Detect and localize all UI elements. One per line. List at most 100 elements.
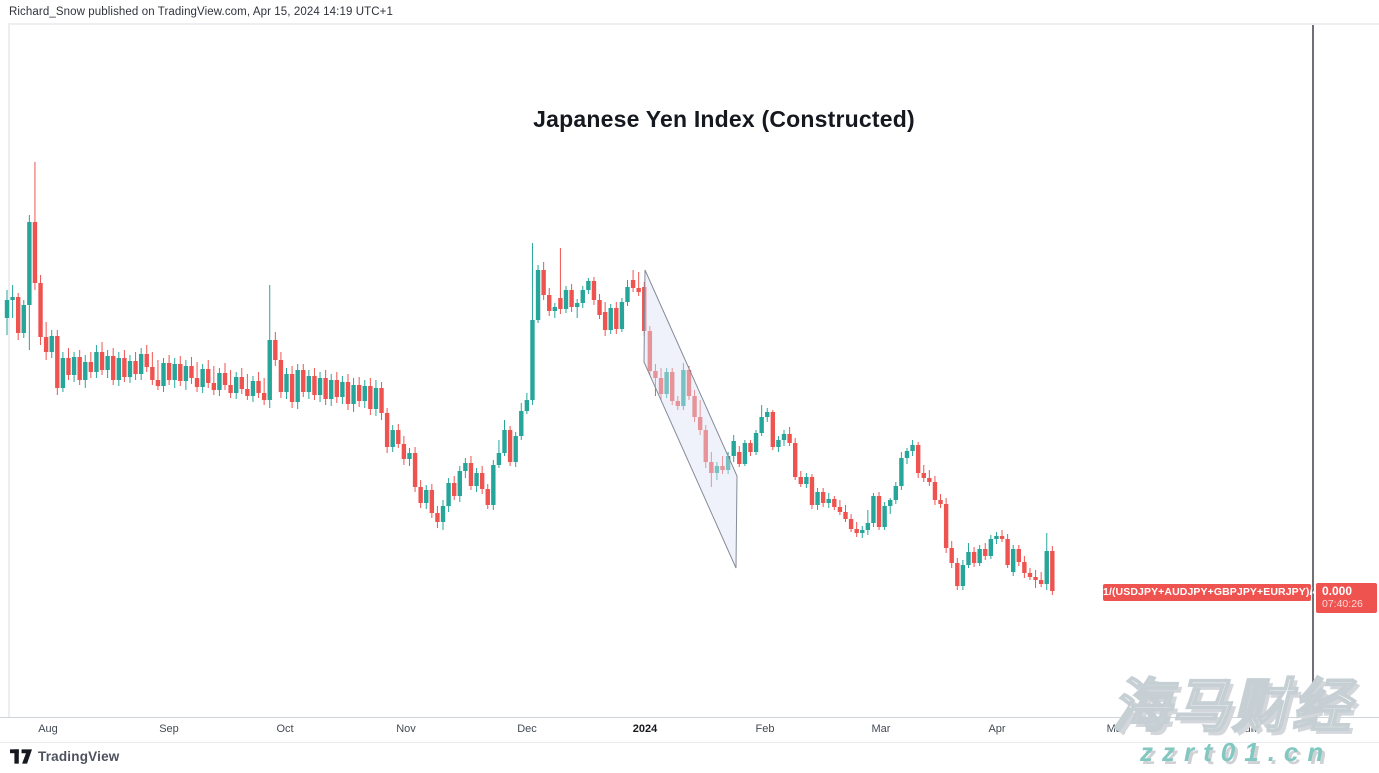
price-axis[interactable] <box>1312 25 1314 741</box>
candle-body <box>284 374 289 392</box>
candle-body <box>289 374 295 402</box>
candle-body <box>21 305 26 333</box>
time-axis-label: Dec <box>517 723 537 735</box>
candle-body <box>83 362 88 380</box>
candle-body <box>312 376 317 395</box>
candle-body <box>932 482 938 500</box>
candle-body <box>127 361 133 377</box>
candle-body <box>412 453 418 487</box>
candle-body <box>753 433 759 452</box>
candle-body <box>27 222 32 305</box>
candle-body <box>468 463 474 486</box>
candle-body <box>547 295 552 311</box>
candle-body <box>994 536 999 539</box>
candle-body <box>138 354 144 374</box>
candle-body <box>194 378 200 387</box>
candle-body <box>71 357 77 375</box>
candle-body <box>94 352 99 372</box>
candle-body <box>675 401 680 406</box>
candle-body <box>340 382 345 397</box>
candle-body <box>910 445 915 451</box>
time-axis-label: Feb <box>755 723 775 735</box>
tradingview-brand-text[interactable]: TradingView <box>38 748 120 764</box>
candle-body <box>345 382 351 404</box>
candle-body <box>10 297 15 300</box>
time-axis-label: Oct <box>276 723 294 735</box>
candle-body <box>653 371 658 378</box>
candle-body <box>647 331 653 371</box>
candle-body <box>826 499 831 503</box>
candle-body <box>440 506 446 522</box>
candle-body <box>49 336 54 352</box>
descending-channel-drawing[interactable] <box>643 269 738 569</box>
candle-body <box>452 483 457 496</box>
chart-title: Japanese Yen Index (Constructed) <box>533 106 915 132</box>
candle-body <box>876 496 882 527</box>
candle-body <box>43 337 49 352</box>
attribution-text: Richard_Snow published on TradingView.co… <box>9 6 393 18</box>
candle-body <box>697 417 703 430</box>
candle-body <box>597 300 602 315</box>
candle-body <box>563 290 569 309</box>
candle-body <box>407 453 412 459</box>
candle-body <box>245 389 250 396</box>
candle-body <box>943 504 949 548</box>
candle-body <box>955 563 960 586</box>
time-axis-label: Mar <box>871 723 891 735</box>
candle-body <box>792 443 798 477</box>
candle-body <box>960 565 966 586</box>
candle-body <box>211 383 217 390</box>
candle-body <box>1005 539 1010 565</box>
candle-body <box>356 385 362 401</box>
candle-body <box>250 381 256 396</box>
candle-body <box>401 444 407 459</box>
candle-body <box>1027 573 1033 577</box>
candle-body <box>38 283 43 337</box>
candle-body <box>820 492 826 503</box>
candle-body <box>781 434 787 440</box>
candle-body <box>709 462 714 473</box>
candle-body <box>239 377 244 389</box>
candle-body <box>915 445 921 473</box>
candle-body <box>541 270 546 295</box>
candle-body <box>983 549 988 556</box>
candle-body <box>1044 551 1049 584</box>
candle-body <box>261 393 267 400</box>
candle-body <box>183 366 189 381</box>
candle-body <box>222 373 228 385</box>
candle-body <box>144 354 149 367</box>
candle-body <box>306 376 312 392</box>
candle-body <box>625 287 630 302</box>
candle-body <box>172 364 177 380</box>
candle-body <box>765 412 770 417</box>
candle-body <box>155 380 161 386</box>
candle-body <box>602 312 608 330</box>
candle-body <box>904 451 910 458</box>
candle-body <box>99 352 105 370</box>
time-axis[interactable]: Aug Sep Oct Nov Dec 2024 Feb Mar Apr May Jun <box>0 717 1379 743</box>
candle-body <box>949 548 954 563</box>
candle-body <box>32 222 38 283</box>
candle-body <box>479 473 485 489</box>
candle-body <box>513 436 518 462</box>
tradingview-footer[interactable]: TradingView <box>10 746 119 766</box>
candle-body <box>295 370 300 402</box>
candle-body <box>233 377 239 393</box>
candle-body <box>60 358 66 388</box>
candle-body <box>116 358 121 380</box>
candle-body <box>519 411 524 436</box>
candle-body <box>586 281 591 290</box>
time-axis-label: 2024 <box>632 723 658 735</box>
candle-body <box>396 430 401 444</box>
tradingview-logo-icon[interactable] <box>10 748 32 764</box>
candle-body <box>334 380 340 397</box>
candle-body <box>971 552 977 563</box>
candle-body <box>362 386 367 401</box>
candle-body <box>4 300 10 318</box>
candle-body <box>619 302 625 329</box>
candle-body <box>580 290 585 303</box>
candle-body <box>848 519 854 529</box>
candle-body <box>614 308 619 329</box>
